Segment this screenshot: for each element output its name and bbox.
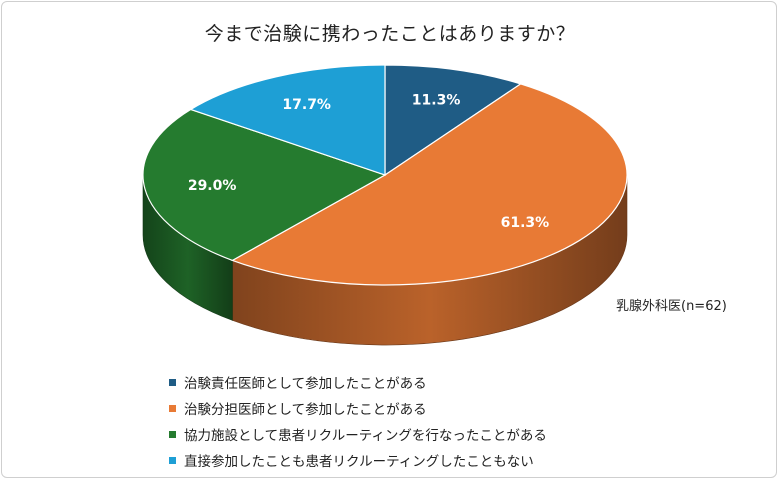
legend-item-3: 直接参加したことも患者リクルーティングしたこともない: [169, 447, 547, 473]
data-label-2: 29.0%: [188, 178, 237, 194]
pie-slice-2: [142, 108, 387, 262]
legend-label-3: 直接参加したことも患者リクルーティングしたこともない: [184, 454, 534, 470]
legend-item-2: 協力施設として患者リクルーティングを行なったことがある: [169, 421, 547, 447]
pie-slice-3: [189, 64, 386, 176]
legend-swatch-0: [169, 378, 176, 386]
chart-legend: 治験責任医師として参加したことがある 治験分担医師として参加したことがある協力施設…: [169, 369, 547, 473]
pie-slice-1: [231, 83, 628, 286]
data-label-0: 11.3%: [412, 92, 461, 108]
legend-label-2: 協力施設として患者リクルーティングを行なったことがある: [184, 428, 547, 444]
data-label-3: 17.7%: [282, 97, 331, 113]
legend-item-0: 治験責任医師として参加したことがある: [169, 369, 547, 395]
legend-label-1: 治験分担医師として参加したことがある: [184, 402, 427, 418]
legend-swatch-1: [169, 404, 176, 412]
data-label-1: 61.3%: [501, 215, 550, 231]
legend-item-1: 治験分担医師として参加したことがある: [169, 395, 547, 421]
pie-slice-0: [384, 64, 523, 177]
legend-swatch-2: [169, 430, 176, 438]
legend-label-0: 治験責任医師として参加したことがある: [184, 376, 427, 392]
legend-swatch-3: [169, 456, 176, 464]
chart-title: 今まで治験に携わったことはありますか？: [204, 23, 576, 45]
sample-size-note: 乳腺外科医(n=62): [616, 299, 727, 314]
